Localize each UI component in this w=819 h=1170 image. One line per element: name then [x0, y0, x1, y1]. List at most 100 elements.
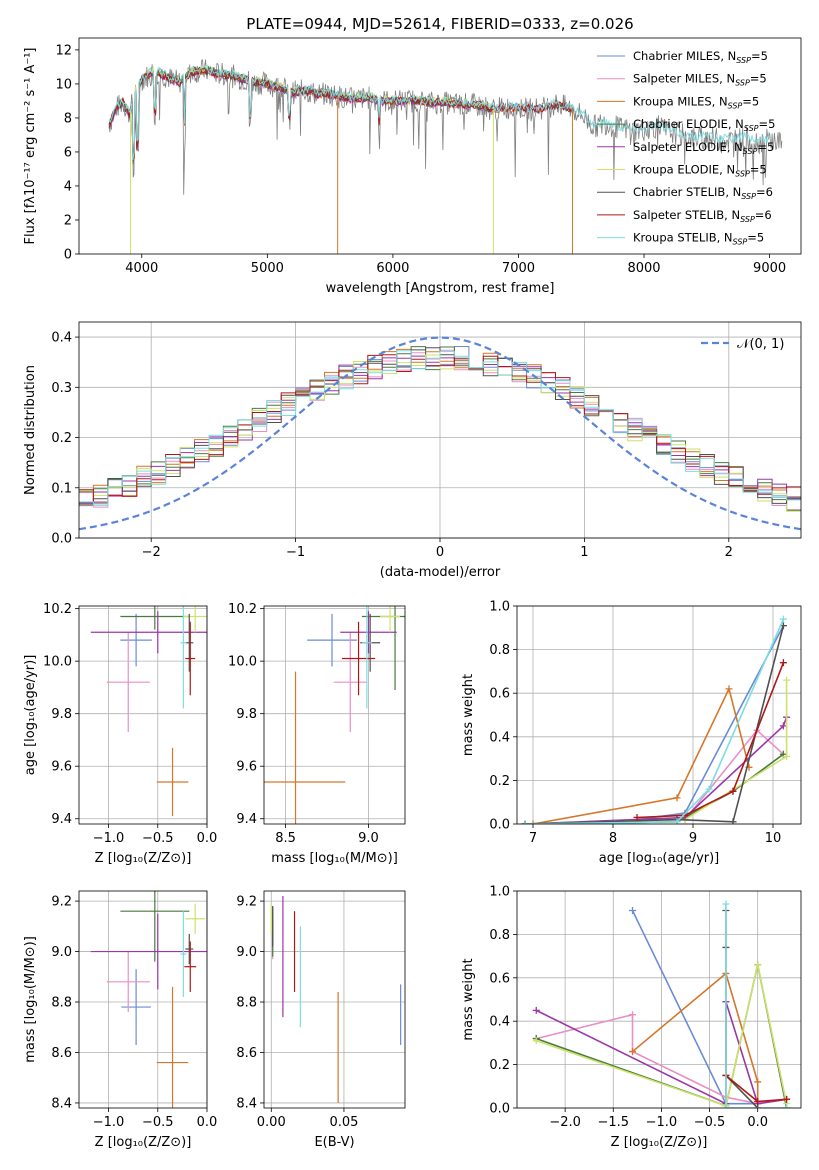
y-tick-label: 0.6: [489, 971, 510, 986]
y-tick-label: 0.6: [489, 687, 510, 702]
y-tick-label: 9.6: [51, 760, 72, 775]
x-axis-label: Z [log₁₀(Z/Z⊙)]: [611, 1135, 708, 1150]
x-tick-label: 9000: [753, 261, 786, 276]
y-tick-label: 0.2: [489, 1058, 510, 1073]
y-tick-label: 8.6: [51, 1046, 72, 1061]
legend-label: Salpeter ELODIE, NSSP=5: [633, 140, 774, 156]
mass-weight-marker: [783, 1095, 791, 1103]
mass-weight-line: [524, 618, 785, 824]
x-axis-label: age [log₁₀(age/yr)]: [599, 851, 720, 866]
x-tick-label: 0.00: [257, 1115, 286, 1130]
x-tick-label: 8.5: [275, 831, 296, 846]
plot-area: 4000 5000 6000 7000 8000 9000024681012wavelen…: [23, 37, 802, 1150]
model-spectrum-line: [108, 64, 770, 160]
errorbar-point: [106, 951, 150, 1013]
legend-entry: Chabrier STELIB, NSSP=6: [597, 185, 773, 201]
legend-label: Chabrier STELIB, NSSP=6: [633, 185, 773, 201]
x-tick-label: −1.0: [93, 1115, 125, 1130]
y-tick-label: 9.6: [236, 760, 257, 775]
legend-label: Salpeter STELIB, NSSP=6: [633, 208, 772, 224]
x-tick-label: −1.0: [646, 1115, 678, 1130]
errorbar-point: [185, 933, 194, 965]
axes-frame: [516, 605, 802, 825]
errorbar-point: [90, 913, 207, 990]
errorbar-point: [90, 611, 207, 654]
y-tick-label: 0.2: [489, 774, 510, 789]
y-tick-label: 0: [64, 248, 72, 263]
errorbar-point: [180, 606, 187, 709]
legend-entry: Chabrier MILES, NSSP=5: [597, 49, 768, 65]
mass-weight-marker: [754, 1104, 762, 1108]
mass-weight-marker: [779, 615, 787, 623]
mass-weight-marker: [725, 685, 733, 693]
mass-weight-marker: [705, 785, 713, 793]
y-tick-label: 10.0: [43, 655, 72, 670]
x-tick-label: 2: [725, 545, 733, 560]
mass-weight-marker: [783, 676, 791, 684]
y-tick-label: 4: [64, 179, 72, 194]
legend-label: Chabrier MILES, NSSP=5: [633, 49, 768, 65]
x-axis-label: wavelength [Angstrom, rest frame]: [326, 281, 555, 296]
y-tick-label: 9.8: [236, 707, 257, 722]
x-tick-label: 5000: [251, 261, 284, 276]
mass-weight-line: [524, 716, 788, 824]
x-tick-label: −1.5: [597, 1115, 629, 1130]
axes-frame: [78, 37, 802, 255]
y-tick-label: 0.4: [489, 1015, 510, 1030]
mass-weight-marker: [532, 1006, 540, 1014]
y-tick-label: 0.3: [51, 381, 72, 396]
legend-entry: Chabrier ELODIE, NSSP=5: [597, 117, 775, 133]
errorbar-point: [333, 632, 367, 733]
x-tick-label: 10: [765, 831, 782, 846]
legend-label: 𝒩(0, 1): [737, 337, 784, 352]
x-axis-label: E(B-V): [314, 1135, 354, 1150]
plot-content: [79, 336, 801, 531]
y-tick-label: 1.0: [489, 885, 510, 900]
x-axis-label: Z [log₁₀(Z/Z⊙)]: [95, 851, 192, 866]
x-tick-label: −2: [142, 545, 161, 560]
y-tick-label: 10: [55, 77, 72, 92]
mass-weight-marker: [754, 1097, 762, 1105]
mass-weight-marker: [629, 1011, 637, 1019]
x-tick-label: 4000: [125, 261, 158, 276]
mass-weight-marker: [783, 752, 791, 760]
y-tick-label: 0.2: [51, 431, 72, 446]
y-axis-label: age [log₁₀(age/yr)]: [23, 655, 38, 776]
mass-weight-marker: [629, 1048, 637, 1056]
mass-weight-marker: [521, 820, 529, 824]
mass-weight-marker: [779, 659, 787, 667]
y-tick-label: 9.4: [51, 812, 72, 827]
y-tick-label: 0.0: [489, 1102, 510, 1117]
y-tick-label: 0.0: [51, 532, 72, 547]
y-tick-label: 9.0: [51, 945, 72, 960]
mass-weight-marker: [783, 1104, 791, 1108]
errorbar-point: [156, 747, 189, 817]
errorbar-point: [361, 606, 372, 709]
x-tick-label: −0.5: [142, 831, 174, 846]
axes-frame: [516, 890, 802, 1109]
errorbar-point: [184, 941, 197, 992]
mass-weight-marker: [673, 794, 681, 802]
y-tick-label: 9.2: [51, 895, 72, 910]
y-tick-label: 12: [55, 43, 72, 58]
y-tick-label: 0.4: [489, 730, 510, 745]
legend-entry: Kroupa STELIB, NSSP=5: [597, 231, 764, 247]
errorbar-point: [106, 632, 150, 733]
legend-label: Kroupa STELIB, NSSP=5: [633, 231, 764, 247]
errorbar-point: [185, 903, 206, 934]
mass-weight-line: [631, 972, 759, 1108]
mass-weight-marker: [729, 818, 737, 824]
residual-histogram: [79, 350, 801, 506]
mass-weight-marker: [754, 961, 762, 969]
y-axis-label: Flux [fλ10⁻¹⁷ erg cm⁻² s⁻¹ A⁻¹]: [23, 48, 38, 245]
errorbar-point: [264, 671, 346, 824]
y-tick-label: 9.0: [236, 945, 257, 960]
errorbar-point: [307, 613, 357, 667]
axes-residuals: −2 −1 0 1 2 0.0 0.1 0.2 0.3 0.4 (data-model)/error…: [23, 321, 802, 580]
y-tick-label: 0.1: [51, 481, 72, 496]
y-tick-label: 6: [64, 145, 72, 160]
mass-weight-marker: [633, 813, 641, 821]
y-tick-label: 0.4: [51, 331, 72, 346]
x-tick-label: 6000: [376, 261, 409, 276]
mass-weight-line: [524, 625, 785, 824]
